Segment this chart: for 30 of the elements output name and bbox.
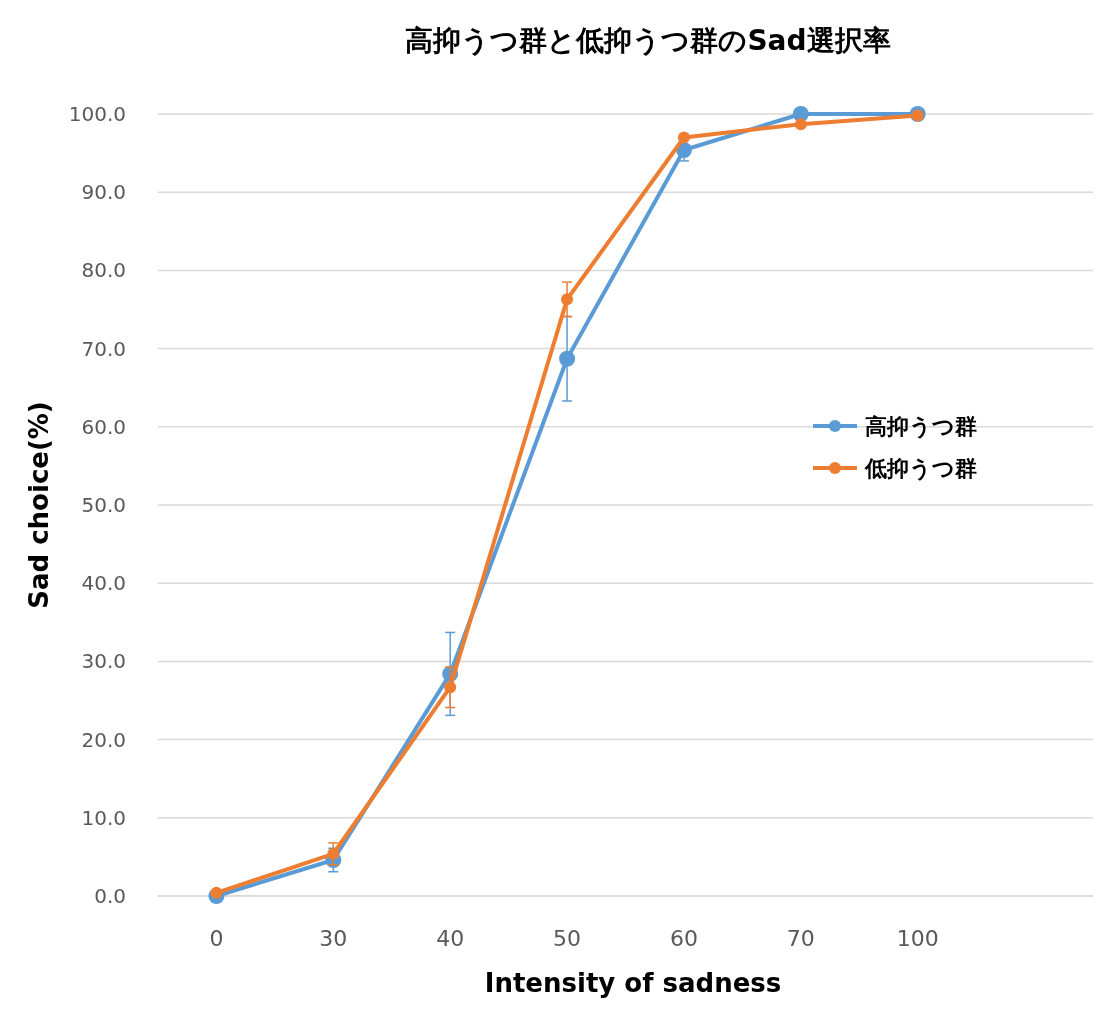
y-tick-label: 0.0 [94, 884, 126, 908]
y-tick-label: 70.0 [81, 336, 126, 361]
point [559, 350, 576, 367]
legend-label: 低抑うつ群 [864, 455, 977, 481]
x-tick-label: 50 [553, 926, 582, 951]
y-tick-label: 60.0 [81, 414, 126, 439]
y-tick-label: 40.0 [81, 571, 126, 596]
x-axis-title: Intensity of sadness [484, 968, 782, 998]
y-tick-label: 80.0 [81, 258, 126, 283]
y-tick-label: 20.0 [81, 727, 126, 752]
y-tick-label: 10.0 [81, 805, 126, 830]
y-tick-label: 50.0 [81, 493, 126, 517]
point [561, 293, 574, 306]
x-tick-label: 100 [896, 926, 939, 951]
x-tick-label: 60 [669, 926, 698, 951]
chart-title: 高抑うつ群と低抑うつ群のSad選択率 [405, 24, 891, 57]
legend-label: 高抑うつ群 [865, 413, 977, 439]
point [794, 118, 807, 131]
x-tick-label: 0 [209, 926, 224, 951]
x-tick-label: 70 [786, 926, 815, 951]
y-tick-label: 90.0 [81, 180, 126, 205]
x-tick-label: 40 [436, 926, 465, 951]
y-tick-label: 30.0 [81, 649, 126, 674]
point [677, 131, 690, 144]
point [210, 886, 223, 899]
y-axis-title: Sad choice(%) [24, 401, 54, 609]
x-tick-label: 30 [319, 926, 348, 951]
point [444, 681, 457, 694]
y-tick-label: 100.0 [68, 102, 126, 126]
point [327, 847, 340, 860]
